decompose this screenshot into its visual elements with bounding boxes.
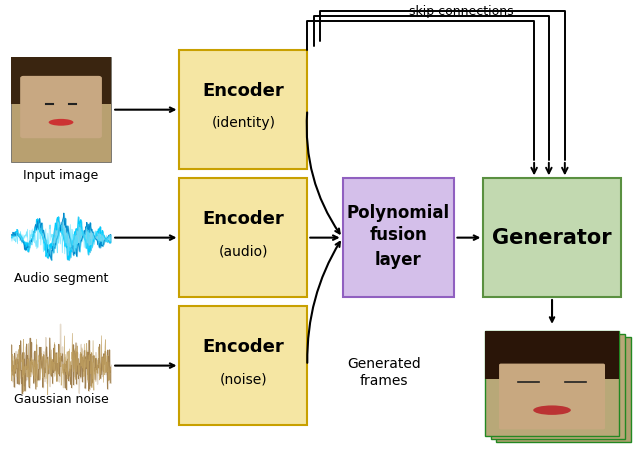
Text: Polynomial: Polynomial [347, 203, 450, 222]
FancyBboxPatch shape [179, 306, 307, 425]
Ellipse shape [49, 119, 74, 126]
FancyBboxPatch shape [179, 50, 307, 169]
Text: (noise): (noise) [220, 372, 267, 386]
Text: Generator: Generator [492, 228, 612, 248]
Text: Gaussian noise: Gaussian noise [13, 393, 108, 406]
FancyBboxPatch shape [483, 178, 621, 297]
FancyBboxPatch shape [342, 178, 454, 297]
FancyBboxPatch shape [497, 337, 631, 442]
Text: layer: layer [375, 250, 422, 269]
Text: (audio): (audio) [219, 244, 268, 258]
Text: Encoder: Encoder [202, 210, 284, 228]
FancyBboxPatch shape [20, 76, 102, 138]
Text: Generated
frames: Generated frames [348, 357, 421, 388]
Text: skip connections: skip connections [408, 5, 513, 18]
Text: (identity): (identity) [211, 117, 275, 130]
Text: Encoder: Encoder [202, 82, 284, 101]
FancyBboxPatch shape [179, 178, 307, 297]
Ellipse shape [533, 405, 571, 415]
FancyBboxPatch shape [499, 364, 605, 430]
Text: fusion: fusion [370, 226, 428, 244]
Text: Encoder: Encoder [202, 338, 284, 356]
FancyBboxPatch shape [491, 334, 625, 439]
Text: Input image: Input image [24, 170, 99, 182]
FancyBboxPatch shape [12, 57, 111, 105]
FancyBboxPatch shape [485, 331, 620, 436]
FancyBboxPatch shape [485, 331, 620, 378]
FancyBboxPatch shape [12, 57, 111, 162]
Text: Audio segment: Audio segment [14, 272, 108, 285]
